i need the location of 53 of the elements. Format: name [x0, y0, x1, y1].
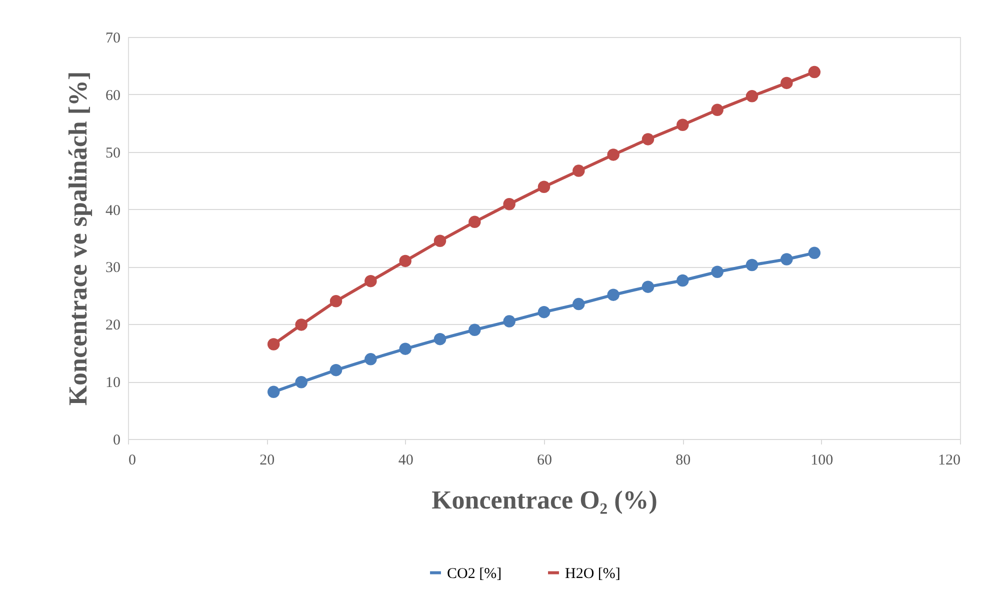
- point: [468, 324, 481, 336]
- point: [711, 104, 724, 116]
- point: [364, 353, 377, 366]
- point: [676, 118, 689, 131]
- x-axis-title: Koncentrace O₂ (%): [432, 486, 658, 514]
- point: [295, 318, 308, 331]
- point: [808, 246, 821, 260]
- point: [746, 90, 758, 102]
- point: [330, 364, 342, 376]
- point: [607, 148, 620, 161]
- point: [642, 133, 654, 146]
- y-tick-label: 0: [113, 432, 120, 448]
- point: [399, 254, 412, 268]
- point: [676, 274, 689, 287]
- x-tick-label: 20: [260, 452, 275, 468]
- point: [642, 280, 654, 293]
- point: [434, 234, 446, 247]
- point: [295, 376, 308, 388]
- point: [572, 298, 585, 310]
- x-tick-label: 60: [537, 452, 552, 468]
- point: [503, 315, 516, 328]
- point: [330, 295, 342, 308]
- point: [780, 76, 793, 90]
- y-tick-label: 50: [106, 145, 120, 162]
- x-tick-label: 100: [810, 452, 834, 468]
- y-tick-label: 30: [106, 260, 120, 276]
- legend-label: H2O [%]: [565, 566, 620, 582]
- point: [711, 266, 724, 278]
- point: [399, 342, 412, 355]
- x-tick-label: 0: [128, 452, 136, 468]
- y-tick-label: 70: [106, 30, 120, 46]
- point: [503, 198, 516, 210]
- point: [538, 306, 550, 318]
- y-tick-label: 20: [106, 318, 120, 334]
- point: [572, 164, 585, 177]
- legend-label: CO2 [%]: [447, 566, 502, 582]
- x-tick-label: 40: [398, 452, 414, 468]
- point: [364, 274, 377, 288]
- point: [808, 66, 821, 78]
- y-tick-label: 60: [106, 88, 120, 104]
- y-tick-label: 10: [106, 375, 120, 392]
- y-axis-title: Koncentrace ve spalinách [%]: [64, 71, 92, 406]
- x-tick-label: 80: [676, 452, 691, 468]
- point: [267, 338, 280, 350]
- point: [468, 216, 481, 228]
- point: [267, 386, 280, 398]
- point: [434, 332, 446, 346]
- y-tick-label: 40: [106, 202, 120, 219]
- x-tick-label: 120: [938, 452, 960, 468]
- point: [607, 288, 620, 301]
- point: [780, 253, 793, 266]
- point: [746, 258, 758, 272]
- point: [538, 180, 550, 193]
